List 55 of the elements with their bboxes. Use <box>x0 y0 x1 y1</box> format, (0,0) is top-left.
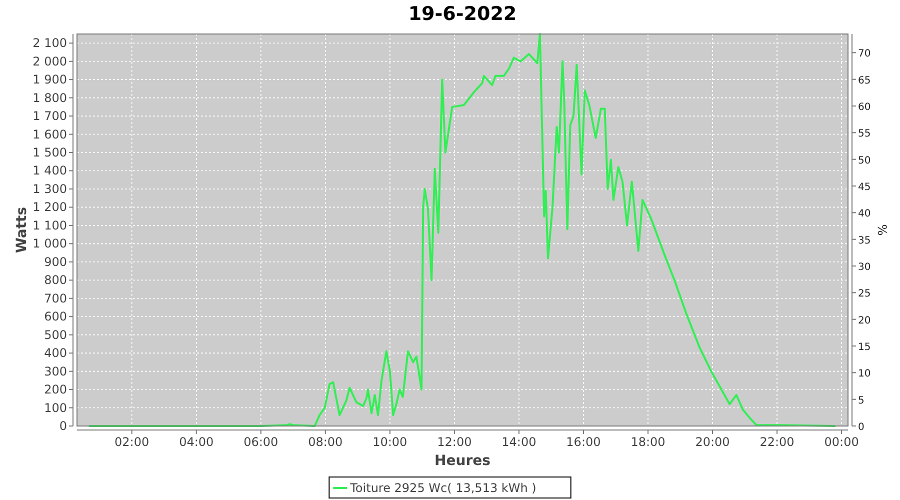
y-tick-label: 400 <box>44 346 67 360</box>
x-tick-label: 06:00 <box>244 435 278 449</box>
y-tick-label: 200 <box>44 382 67 397</box>
y2-tick-label: 40 <box>858 208 871 220</box>
y-tick-label: 800 <box>44 273 67 288</box>
y-tick-label: 2 100 <box>32 36 67 50</box>
chart-title: 19-6-2022 <box>408 3 517 25</box>
y-tick-label: 1 400 <box>32 164 67 178</box>
y-tick-label: 2 000 <box>32 54 67 68</box>
x-tick-label: 02:00 <box>114 435 150 449</box>
x-tick-label: 12:00 <box>437 435 472 449</box>
y-tick-label: 600 <box>44 310 67 324</box>
y2-tick-label: 10 <box>858 368 871 380</box>
y-tick-label: 500 <box>44 328 67 342</box>
y2-tick-label: 0 <box>858 422 864 433</box>
y2-tick-label: 25 <box>858 288 871 300</box>
y2-tick-label: 65 <box>858 75 871 86</box>
y-tick-label: 1 600 <box>32 127 67 142</box>
x-tick-label: 08:00 <box>308 435 343 449</box>
legend-label: Toiture 2925 Wc( 13,513 kWh ) <box>349 481 536 495</box>
y-tick-label: 1 200 <box>32 200 67 214</box>
y-tick-label: 1 900 <box>32 72 67 87</box>
y2-tick-label: 50 <box>858 155 871 166</box>
x-tick-label: 14:00 <box>502 435 536 449</box>
x-axis-title: Heures <box>434 453 490 469</box>
y-tick-label: 1 000 <box>32 236 67 251</box>
y-tick-label: 700 <box>44 291 67 306</box>
y-tick-label: 1 700 <box>32 109 67 124</box>
x-tick-label: 18:00 <box>630 435 666 449</box>
line-series <box>88 33 836 427</box>
x-tick-label: 20:00 <box>695 435 730 449</box>
x-tick-label: 00:00 <box>824 435 859 449</box>
y2-tick-label: 70 <box>858 48 871 60</box>
y2-tick-label: 30 <box>858 262 871 273</box>
y-tick-label: 900 <box>44 254 67 269</box>
y-tick-label: 1 800 <box>32 90 67 105</box>
y-axis-title: Watts <box>14 206 30 254</box>
y-tick-label: 1 500 <box>32 146 67 160</box>
y2-tick-label: 55 <box>858 128 871 140</box>
y2-axis-title: % <box>875 224 889 236</box>
x-tick-label: 10:00 <box>372 435 408 449</box>
y-tick-label: 0 <box>59 419 67 433</box>
y2-tick-label: 20 <box>858 315 871 326</box>
x-tick-label: 04:00 <box>179 435 214 449</box>
y2-tick-label: 60 <box>858 102 871 113</box>
x-tick-label: 22:00 <box>760 435 794 449</box>
y-tick-label: 1 100 <box>32 218 67 232</box>
y-tick-label: 300 <box>44 364 67 378</box>
y2-tick-label: 45 <box>858 182 871 193</box>
x-tick-label: 16:00 <box>566 435 601 449</box>
y2-tick-label: 15 <box>858 342 871 353</box>
y2-tick-label: 35 <box>858 235 871 246</box>
y-tick-label: 100 <box>44 400 67 415</box>
y-tick-label: 1 300 <box>32 182 67 196</box>
y2-tick-label: 5 <box>858 395 864 406</box>
